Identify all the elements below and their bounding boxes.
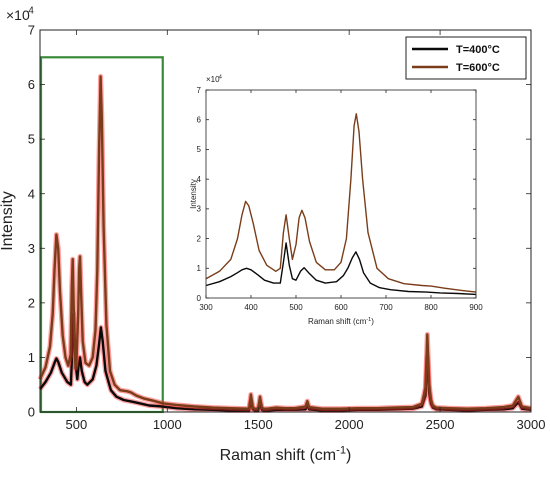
main-x-tick-label: 3000 <box>517 417 546 432</box>
inset-x-tick-label: 900 <box>469 303 483 312</box>
inset-x-tick-label: 500 <box>289 303 303 312</box>
legend-box <box>405 36 527 80</box>
inset-x-axis-label-text: Raman shift (cm <box>308 317 367 326</box>
inset-x-tick-label: 800 <box>424 303 438 312</box>
inset-y-axis-label: Intensity <box>189 179 198 209</box>
main-y-tick-label: 6 <box>28 77 35 92</box>
inset-x-axis-label-end: ) <box>371 317 374 326</box>
inset-x-tick-label: 400 <box>244 303 258 312</box>
inset-x-axis-label-sup: -1 <box>366 317 371 323</box>
1-plot-background <box>206 90 476 298</box>
main-y-tick-label: 2 <box>28 295 35 310</box>
main-y-tick-label: 5 <box>28 132 35 147</box>
inset-y-tick-label: 7 <box>197 86 202 95</box>
main-x-tick-label: 1500 <box>244 417 273 432</box>
main-x-tick-label: 2500 <box>426 417 455 432</box>
main-axes-frame <box>39 29 532 413</box>
main-x-axis-label-sup: -1 <box>336 445 346 457</box>
main-series-glow-0 <box>38 311 532 413</box>
main-x-tick-label: 2000 <box>335 417 364 432</box>
inset-x-tick-label: 300 <box>199 303 213 312</box>
inset-y-tick-label: 1 <box>197 264 202 273</box>
legend-label-1: T=600°C <box>456 62 500 74</box>
main-y-multiplier-exponent: 4 <box>28 6 34 17</box>
main-y-tick-label: 4 <box>28 186 35 201</box>
main-series-line-1 <box>38 75 532 410</box>
legend-label-0: T=400°C <box>456 44 500 56</box>
main-y-axis-label: Intensity <box>0 191 16 251</box>
main-x-axis-label-end: ) <box>346 447 351 464</box>
main-x-axis-label: Raman shift (cm-1) <box>220 445 352 464</box>
inset-x-tick-label: 600 <box>334 303 348 312</box>
main-y-tick-label: 7 <box>28 23 35 38</box>
inset-y-tick-label: 3 <box>197 205 202 214</box>
inset-y-tick-label: 6 <box>197 116 202 125</box>
inset-y-tick-label: 2 <box>197 234 202 243</box>
main-x-tick-label: 1000 <box>153 417 182 432</box>
inset-series-line-1 <box>205 113 477 293</box>
main-y-multiplier: ×10 <box>6 7 30 23</box>
inset-y-tick-label: 0 <box>197 294 202 303</box>
inset-x-axis-label: Raman shift (cm-1) <box>308 317 374 326</box>
inset-x-tick-label: 700 <box>379 303 393 312</box>
main-y-tick-label: 1 <box>28 350 35 365</box>
main-x-tick-label: 500 <box>66 417 88 432</box>
main-y-tick-label: 0 <box>28 405 35 420</box>
main-x-axis-label-text: Raman shift (cm <box>220 447 336 464</box>
inset-series-line-0 <box>205 242 477 296</box>
inset-y-tick-label: 5 <box>197 145 202 154</box>
inset-y-multiplier-exponent: 4 <box>219 74 222 80</box>
main-y-tick-label: 3 <box>28 241 35 256</box>
inset-y-multiplier: ×10 <box>206 75 220 84</box>
inset-y-tick-label: 4 <box>197 175 202 184</box>
